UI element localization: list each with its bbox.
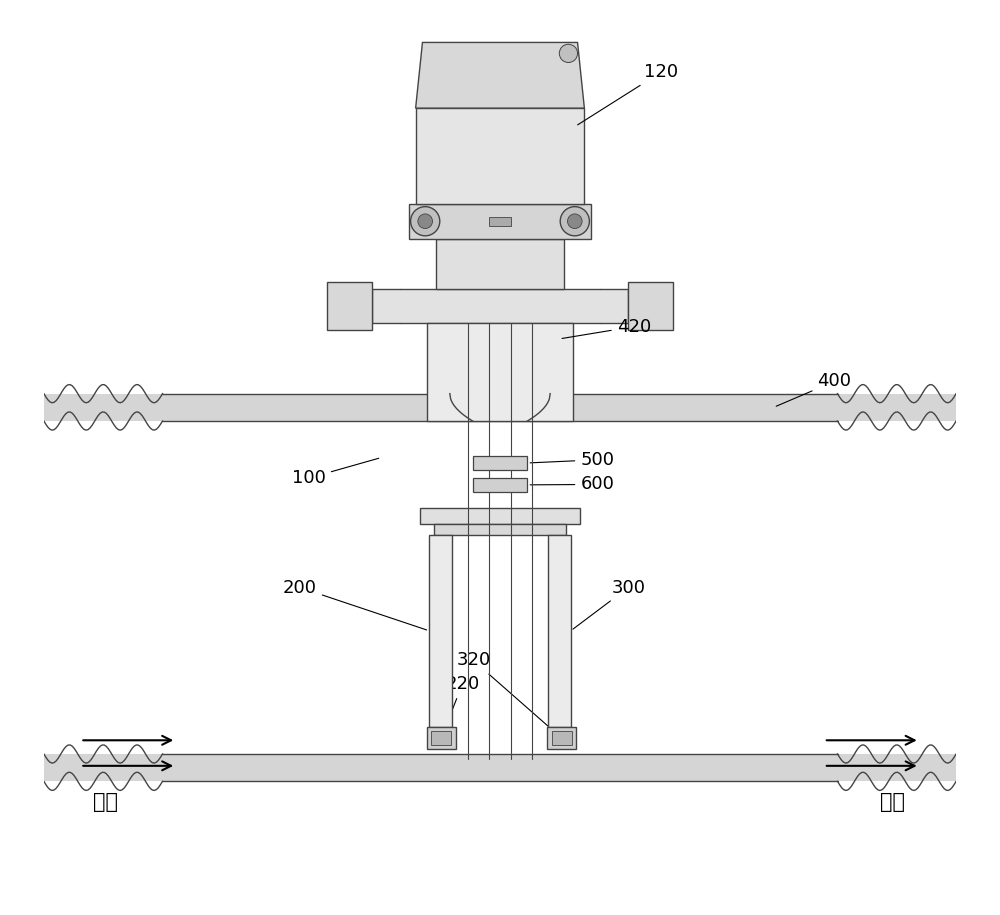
Bar xyxy=(434,524,566,535)
Polygon shape xyxy=(416,42,584,108)
Circle shape xyxy=(411,207,440,236)
Circle shape xyxy=(418,214,432,229)
Text: 420: 420 xyxy=(562,318,651,339)
Bar xyxy=(44,754,956,781)
Circle shape xyxy=(568,214,582,229)
Text: 200: 200 xyxy=(283,578,427,630)
Bar xyxy=(436,239,564,289)
Bar xyxy=(489,217,511,226)
Bar xyxy=(427,323,573,421)
Bar xyxy=(372,289,628,323)
Bar xyxy=(552,731,572,745)
Text: 400: 400 xyxy=(776,372,851,406)
Bar xyxy=(409,204,591,239)
Bar xyxy=(548,535,571,727)
Text: 120: 120 xyxy=(578,63,678,124)
Text: 600: 600 xyxy=(530,476,614,493)
Text: 220: 220 xyxy=(442,675,480,736)
Bar xyxy=(547,727,576,749)
Bar xyxy=(473,478,527,492)
Text: 320: 320 xyxy=(456,651,559,737)
Bar xyxy=(431,731,451,745)
Bar xyxy=(44,393,956,421)
Text: 500: 500 xyxy=(530,451,614,468)
Text: 下游: 下游 xyxy=(880,792,905,813)
Bar xyxy=(416,108,584,204)
Circle shape xyxy=(560,207,589,236)
Text: 上游: 上游 xyxy=(93,792,118,813)
Bar xyxy=(473,456,527,470)
Circle shape xyxy=(559,44,578,62)
Text: 100: 100 xyxy=(292,458,379,487)
Bar xyxy=(429,535,452,727)
Bar xyxy=(427,727,456,749)
Bar xyxy=(420,508,580,524)
Text: 300: 300 xyxy=(573,578,645,630)
Bar xyxy=(628,283,673,329)
Bar xyxy=(327,283,372,329)
